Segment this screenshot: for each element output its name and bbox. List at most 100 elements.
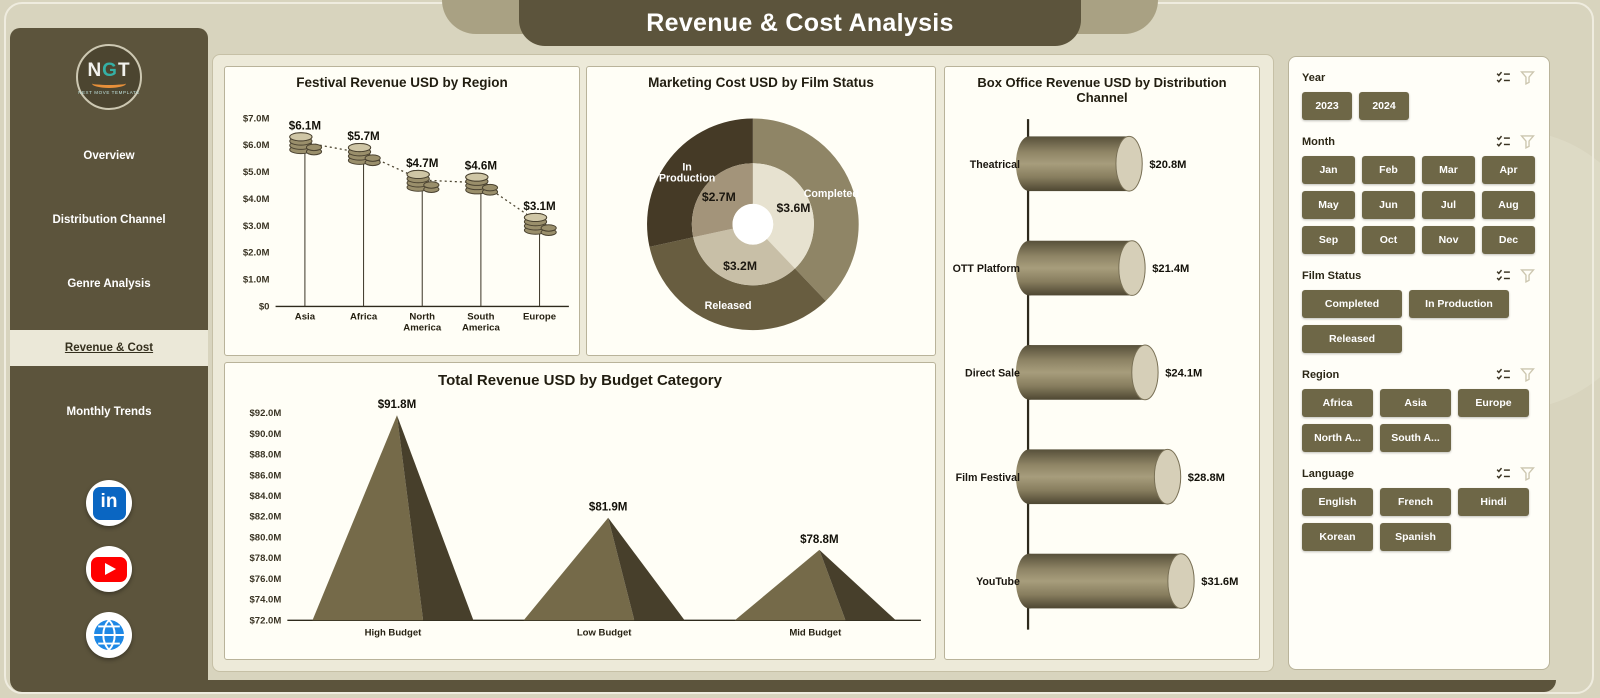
data-point-south-america[interactable]: $4.6M	[465, 160, 499, 307]
logo: NGT NEXT MOVE TEMPLATE	[76, 44, 142, 110]
sidebar-item-genre-analysis[interactable]: Genre Analysis	[67, 278, 151, 290]
total-revenue-chart: $92.0M $90.0M $88.0M $86.0M $84.0M $82.0M $80.…	[225, 391, 935, 654]
filter-option-hindi[interactable]: Hindi	[1458, 488, 1529, 516]
sidebar-item-distribution-channel[interactable]: Distribution Channel	[52, 214, 166, 226]
filter-option-south-a[interactable]: South A...	[1380, 424, 1451, 452]
cylinder-bar-youtube[interactable]	[1015, 553, 1195, 609]
filter-option-asia[interactable]: Asia	[1380, 389, 1451, 417]
cylinder-bar-theatrical[interactable]	[1015, 135, 1143, 192]
svg-text:$74.0M: $74.0M	[249, 595, 281, 606]
filter-option-oct[interactable]: Oct	[1362, 226, 1415, 254]
filter-option-korean[interactable]: Korean	[1302, 523, 1373, 551]
filter-option-north-a[interactable]: North A...	[1302, 424, 1373, 452]
donut-segment-released[interactable]: Released $3.2M	[649, 228, 826, 331]
sidebar-item-overview[interactable]: Overview	[83, 150, 135, 162]
filter-option-sep[interactable]: Sep	[1302, 226, 1355, 254]
filter-option-aug[interactable]: Aug	[1482, 191, 1535, 219]
select-all-icon[interactable]	[1495, 465, 1512, 482]
filter-option-jan[interactable]: Jan	[1302, 156, 1355, 184]
globe-icon[interactable]	[86, 612, 132, 658]
svg-text:Asia: Asia	[295, 312, 316, 323]
box-office-title: Box Office Revenue USD by Distribution C…	[977, 75, 1227, 105]
svg-text:$4.7M: $4.7M	[406, 157, 438, 170]
svg-text:YouTube: YouTube	[976, 576, 1020, 588]
svg-text:$76.0M: $76.0M	[249, 574, 281, 585]
data-point-north-america[interactable]: $4.7M	[406, 157, 440, 307]
filter-option-apr[interactable]: Apr	[1482, 156, 1535, 184]
donut-segment-in-production[interactable]: In Production$2.7M	[647, 118, 753, 247]
filter-option-2023[interactable]: 2023	[1302, 92, 1352, 120]
svg-text:Released: Released	[705, 300, 752, 312]
filter-option-2024[interactable]: 2024	[1359, 92, 1409, 120]
svg-text:$80.0M: $80.0M	[249, 532, 281, 543]
total-revenue-card: Total Revenue USD by Budget Category $92…	[224, 362, 936, 660]
svg-text:America: America	[462, 323, 501, 334]
filter-option-mar[interactable]: Mar	[1422, 156, 1475, 184]
filter-funnel-icon[interactable]	[1519, 133, 1536, 150]
svg-text:$81.9M: $81.9M	[589, 502, 628, 514]
page-title-banner: Revenue & Cost Analysis	[519, 0, 1081, 46]
linkedin-icon[interactable]: in	[86, 480, 132, 526]
filter-funnel-icon[interactable]	[1519, 267, 1536, 284]
filter-option-released[interactable]: Released	[1302, 325, 1402, 353]
filter-option-europe[interactable]: Europe	[1458, 389, 1529, 417]
filter-section-label: Region	[1302, 368, 1340, 381]
data-point-africa[interactable]: $5.7M	[347, 130, 381, 307]
select-all-icon[interactable]	[1495, 69, 1512, 86]
cylinder-bar-film-festival[interactable]	[1015, 448, 1182, 505]
cylinder-bar-ott-platform[interactable]	[1015, 240, 1146, 296]
select-all-icon[interactable]	[1495, 133, 1512, 150]
filter-funnel-icon[interactable]	[1519, 69, 1536, 86]
svg-text:$21.4M: $21.4M	[1152, 263, 1189, 275]
select-all-icon[interactable]	[1495, 366, 1512, 383]
pyramid-mid-budget[interactable]: $78.8M	[734, 534, 896, 621]
svg-text:$91.8M: $91.8M	[378, 399, 417, 411]
filter-section-region: Region Africa Asia Europe North A... South A.…	[1302, 366, 1536, 452]
filter-option-feb[interactable]: Feb	[1362, 156, 1415, 184]
data-point-asia[interactable]: $6.1M	[289, 119, 323, 307]
filter-section-film-status: Film Status Completed In Production Release…	[1302, 267, 1536, 353]
data-point-europe[interactable]: $3.1M	[523, 200, 557, 307]
cylinder-bar-direct-sale[interactable]	[1015, 344, 1159, 401]
filter-option-jun[interactable]: Jun	[1362, 191, 1415, 219]
sidebar-nav: Overview Distribution Channel Genre Analys…	[10, 138, 208, 458]
filter-option-english[interactable]: English	[1302, 488, 1373, 516]
slicer-header-icons	[1488, 465, 1536, 482]
festival-revenue-chart: $7.0M $6.0M $5.0M $4.0M $3.0M $2.0M $1.0M $0 $6.…	[225, 92, 579, 347]
filter-option-nov[interactable]: Nov	[1422, 226, 1475, 254]
pyramid-high-budget[interactable]: $91.8M	[312, 399, 474, 621]
slicer-header-icons	[1488, 133, 1536, 150]
svg-text:$3.0M: $3.0M	[243, 221, 270, 232]
donut-segment-completed[interactable]: Completed$3.6M	[752, 118, 859, 301]
svg-text:Europe: Europe	[523, 312, 556, 323]
svg-text:$90.0M: $90.0M	[249, 429, 281, 440]
svg-text:$28.8M: $28.8M	[1188, 472, 1225, 484]
filter-option-dec[interactable]: Dec	[1482, 226, 1535, 254]
filter-options: English French Hindi Korean Spanish	[1302, 488, 1536, 551]
svg-text:South: South	[467, 312, 494, 323]
svg-text:Theatrical: Theatrical	[970, 159, 1020, 171]
svg-text:$0: $0	[259, 301, 270, 312]
filter-option-jul[interactable]: Jul	[1422, 191, 1475, 219]
filter-option-may[interactable]: May	[1302, 191, 1355, 219]
filter-options: Completed In Production Released	[1302, 290, 1536, 353]
sidebar-item-monthly-trends[interactable]: Monthly Trends	[66, 406, 152, 418]
svg-text:$78.8M: $78.8M	[800, 534, 839, 546]
filter-option-completed[interactable]: Completed	[1302, 290, 1402, 318]
svg-text:$4.6M: $4.6M	[465, 160, 497, 173]
svg-text:$3.2M: $3.2M	[723, 259, 757, 273]
filter-funnel-icon[interactable]	[1519, 366, 1536, 383]
filter-option-spanish[interactable]: Spanish	[1380, 523, 1451, 551]
filter-option-in-production[interactable]: In Production	[1409, 290, 1509, 318]
filter-options: 2023 2024	[1302, 92, 1536, 120]
filter-funnel-icon[interactable]	[1519, 465, 1536, 482]
filter-option-africa[interactable]: Africa	[1302, 389, 1373, 417]
sidebar-item-revenue-cost[interactable]: Revenue & Cost	[10, 330, 208, 366]
svg-text:$88.0M: $88.0M	[249, 450, 281, 461]
pyramid-low-budget[interactable]: $81.9M	[523, 502, 685, 621]
svg-text:$84.0M: $84.0M	[249, 491, 281, 502]
youtube-icon[interactable]	[86, 546, 132, 592]
filter-option-french[interactable]: French	[1380, 488, 1451, 516]
select-all-icon[interactable]	[1495, 267, 1512, 284]
